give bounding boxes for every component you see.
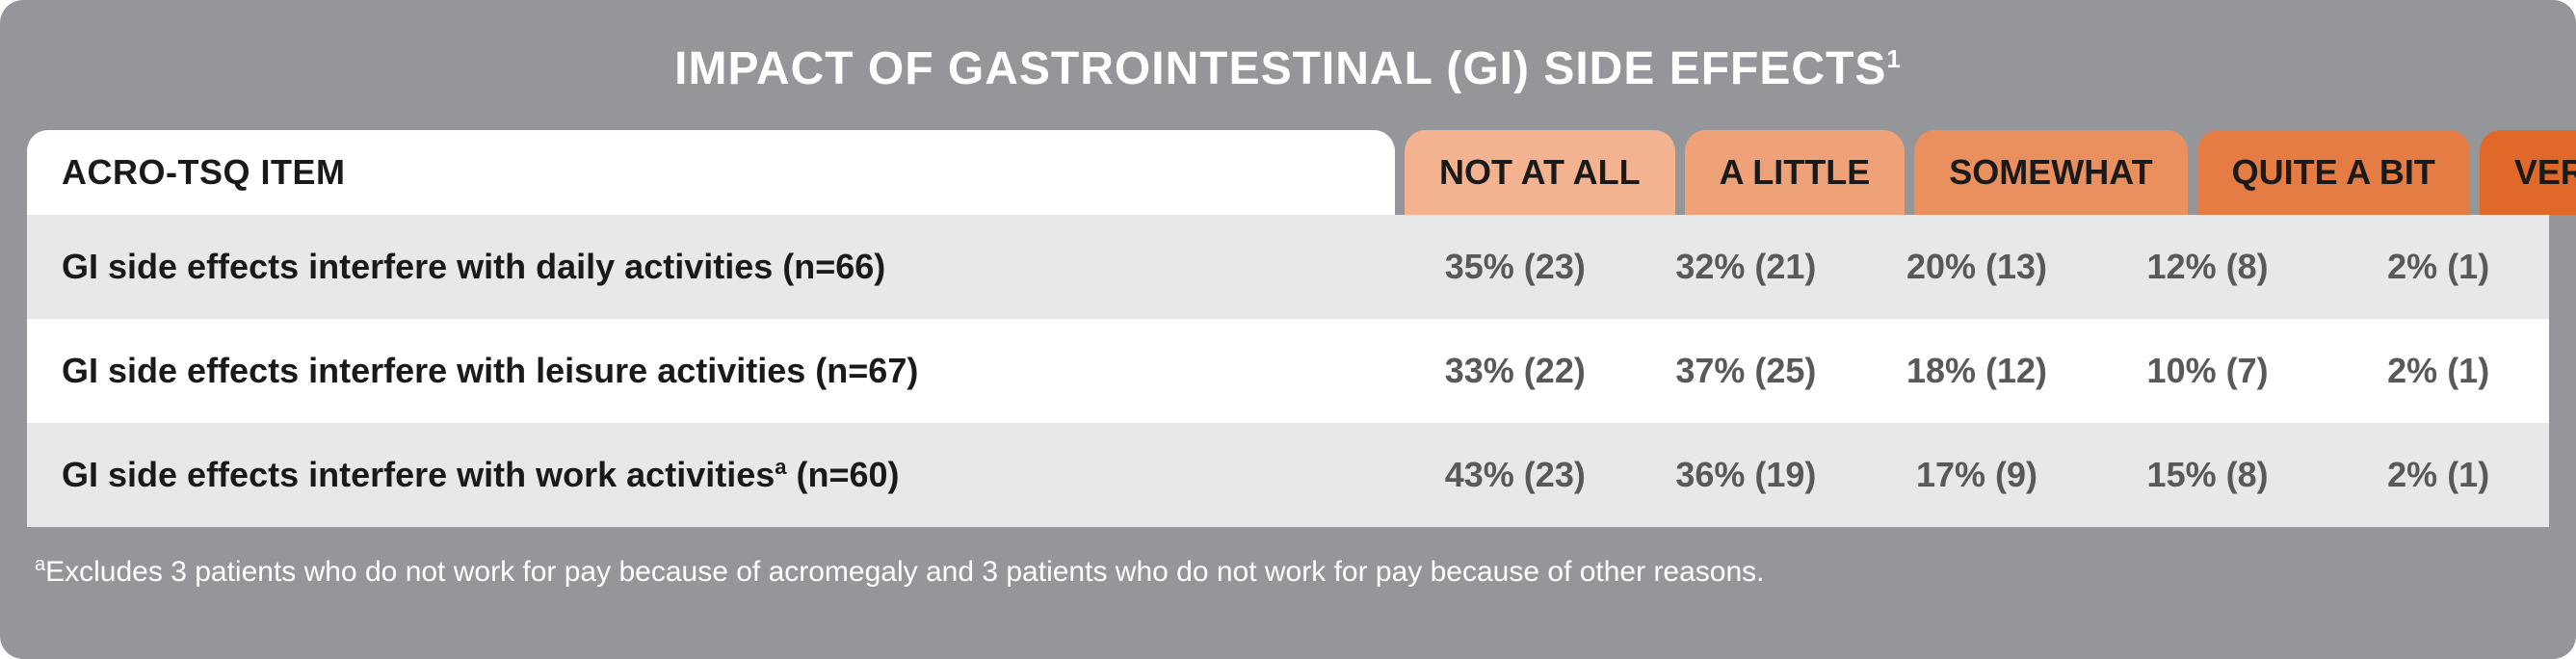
header-col-somewhat: SOMEWHAT — [1914, 130, 2187, 215]
row-val: 36% (19) — [1636, 455, 1857, 495]
table-row: GI side effects interfere with daily act… — [27, 215, 2549, 319]
header-item-label: ACRO-TSQ ITEM — [27, 130, 1395, 215]
gi-side-effects-panel: IMPACT OF GASTROINTESTINAL (GI) SIDE EFF… — [0, 0, 2576, 659]
row-val: 18% (12) — [1866, 351, 2088, 391]
row-item-label: GI side effects interfere with leisure a… — [27, 351, 1395, 391]
row-val: 20% (13) — [1866, 247, 2088, 287]
footnote-sup: a — [35, 554, 45, 575]
row-val: 15% (8) — [2097, 455, 2319, 495]
header-col-quite-a-bit: QUITE A BIT — [2197, 130, 2470, 215]
row-val: 12% (8) — [2097, 247, 2319, 287]
panel-title: IMPACT OF GASTROINTESTINAL (GI) SIDE EFF… — [27, 0, 2549, 130]
row-item-label: GI side effects interfere with daily act… — [27, 247, 1395, 287]
row-val: 2% (1) — [2327, 351, 2549, 391]
row-val: 2% (1) — [2327, 455, 2549, 495]
header-col-a-little: A LITTLE — [1685, 130, 1906, 215]
table-row: GI side effects interfere with work acti… — [27, 423, 2549, 527]
row-item-label: GI side effects interfere with work acti… — [27, 455, 1395, 495]
row-val: 33% (22) — [1405, 351, 1626, 391]
row-val: 35% (23) — [1405, 247, 1626, 287]
header-col-not-at-all: NOT AT ALL — [1405, 130, 1675, 215]
row-val: 32% (21) — [1636, 247, 1857, 287]
row-val: 43% (23) — [1405, 455, 1626, 495]
row-val: 37% (25) — [1636, 351, 1857, 391]
row-val: 2% (1) — [2327, 247, 2549, 287]
header-col-very-much: VERY MUCH — [2480, 130, 2576, 215]
row-val: 17% (9) — [1866, 455, 2088, 495]
row-val: 10% (7) — [2097, 351, 2319, 391]
header-row: ACRO-TSQ ITEM NOT AT ALL A LITTLE SOMEWH… — [27, 130, 2549, 215]
footnote-text: Excludes 3 patients who do not work for … — [45, 556, 1764, 588]
panel-title-sup: 1 — [1886, 44, 1901, 73]
footnote: aExcludes 3 patients who do not work for… — [27, 527, 2549, 589]
table-row: GI side effects interfere with leisure a… — [27, 319, 2549, 423]
table-body: GI side effects interfere with daily act… — [27, 215, 2549, 527]
panel-title-text: IMPACT OF GASTROINTESTINAL (GI) SIDE EFF… — [674, 43, 1886, 94]
